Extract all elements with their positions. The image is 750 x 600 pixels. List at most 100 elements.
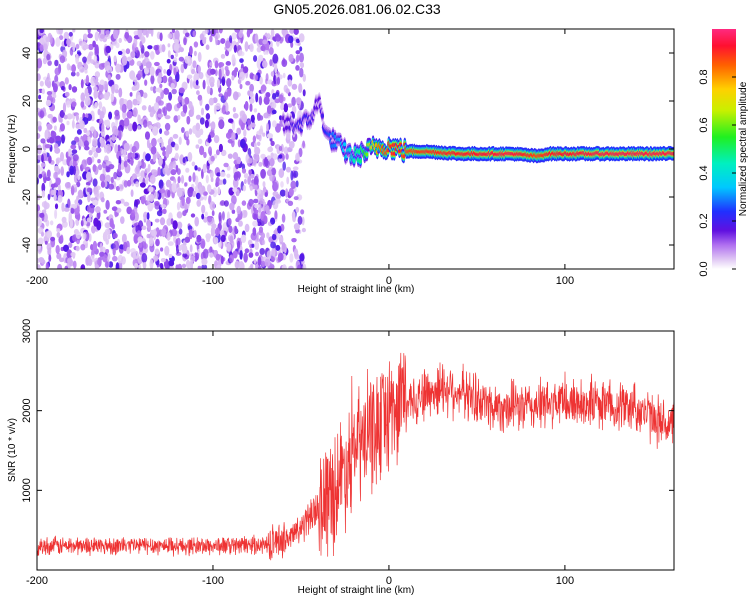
- spectrogram-noise-cell: [113, 55, 117, 63]
- spectrogram-noise-cell: [91, 225, 96, 234]
- spectrogram-noise-cell: [242, 184, 246, 192]
- spectrogram-noise-cell: [83, 33, 88, 41]
- spectrogram-noise-cell: [171, 88, 177, 95]
- spectrogram-noise-cell: [247, 175, 252, 185]
- spectrogram-noise-cell: [285, 153, 289, 160]
- spectrogram-track-cell: [348, 147, 352, 152]
- spectrogram-noise-cell: [143, 211, 148, 220]
- spectrogram-noise-cell: [202, 79, 206, 90]
- spectrogram-noise-cell: [262, 132, 266, 137]
- spectrogram-noise-cell: [170, 169, 177, 176]
- snr-x-label: Height of straight line (km): [298, 585, 415, 596]
- spectrogram-noise-cell: [171, 228, 178, 237]
- spectrogram-noise-cell: [196, 192, 201, 200]
- spectrogram-noise-cell: [94, 188, 100, 198]
- spectrogram-noise-cell: [173, 57, 178, 63]
- spectrogram-noise-cell: [181, 196, 185, 207]
- spectrogram-noise-cell: [220, 255, 224, 265]
- spectrogram-noise-cell: [50, 220, 54, 226]
- spectrogram-noise-cell: [68, 211, 73, 221]
- spectrogram-noise-cell: [185, 130, 189, 137]
- spectrogram-noise-cell: [76, 129, 82, 135]
- spectrogram-noise-cell: [274, 63, 278, 74]
- spectrogram-noise-cell: [55, 177, 61, 186]
- spectrogram-noise-cell: [189, 259, 194, 269]
- spectrogram-noise-cell: [226, 242, 232, 252]
- spectrogram-noise-cell: [54, 74, 59, 84]
- spectrogram-noise-cell: [37, 164, 41, 175]
- spectrogram-noise-cell: [64, 265, 69, 269]
- spectrogram-noise-cell: [295, 152, 300, 162]
- spectrogram-noise-cell: [56, 231, 61, 238]
- spectrogram-noise-cell: [80, 92, 86, 102]
- spectrogram-noise-cell: [278, 94, 284, 104]
- spectrogram-noise-cell: [137, 29, 142, 38]
- spectrogram-noise-cell: [45, 177, 51, 181]
- spectrogram-noise-cell: [302, 140, 306, 149]
- spectrogram-noise-cell: [244, 101, 249, 111]
- spectrogram-noise-cell: [87, 193, 91, 203]
- spectrogram-noise-cell: [65, 203, 69, 209]
- spectrogram-track-cell: [320, 113, 324, 118]
- spectrogram-noise-cell: [153, 255, 159, 262]
- spectrogram-noise-cell: [127, 123, 133, 132]
- spectrogram-noise-cell: [141, 225, 147, 230]
- spectrogram-noise-cell: [168, 163, 173, 171]
- spectrogram-noise-cell: [177, 95, 183, 103]
- spectrogram-noise-cell: [300, 62, 304, 68]
- spectrogram-noise-cell: [236, 156, 241, 164]
- spectrogram-noise-cell: [266, 155, 272, 160]
- spectrogram-noise-cell: [218, 143, 223, 153]
- spectrogram-noise-cell: [163, 106, 167, 117]
- spectrogram-noise-cell: [145, 153, 151, 162]
- spectrogram-noise-cell: [126, 246, 131, 255]
- spectrogram-noise-cell: [166, 218, 172, 226]
- spectrogram-noise-cell: [162, 75, 168, 84]
- spectrogram-noise-cell: [229, 254, 234, 263]
- spectrogram-noise-cell: [77, 189, 83, 199]
- spectrogram-noise-cell: [41, 88, 45, 95]
- spectrogram-noise-cell: [197, 94, 203, 101]
- spectrogram-noise-cell: [281, 29, 286, 36]
- spectrogram-noise-cell: [209, 252, 214, 258]
- spectrogram-noise-cell: [47, 114, 53, 119]
- spectrogram-noise-cell: [111, 84, 115, 95]
- spectrogram-noise-cell: [295, 180, 299, 188]
- spectrogram-noise-cell: [104, 34, 111, 40]
- spectrogram-noise-cell: [254, 146, 261, 155]
- spectrogram-noise-cell: [297, 264, 302, 269]
- spectrogram-noise-cell: [50, 131, 57, 139]
- spectrogram-noise-cell: [149, 174, 156, 184]
- spectrogram-noise-cell: [104, 261, 109, 268]
- spectrogram-noise-cell: [39, 110, 45, 119]
- spectrogram-noise-cell: [149, 66, 155, 76]
- spectrogram-noise-cell: [157, 108, 162, 114]
- spectrogram-noise-cell: [197, 265, 202, 269]
- spectrogram-noise-cell: [44, 129, 49, 140]
- spectrogram-noise-cell: [100, 197, 105, 203]
- spectrogram-noise-cell: [225, 102, 229, 113]
- spectrogram-noise-cell: [200, 107, 205, 116]
- spectrogram-noise-cell: [54, 165, 59, 173]
- spectrogram-noise-cell: [37, 58, 43, 69]
- spectrogram-noise-cell: [60, 151, 64, 162]
- spectrogram-noise-cell: [133, 37, 138, 48]
- spectrogram-noise-cell: [92, 178, 98, 187]
- spectrogram-noise-cell: [243, 252, 248, 263]
- spectrogram-noise-cell: [79, 66, 85, 73]
- spectrogram-noise-cell: [239, 71, 245, 81]
- spectrogram-noise-cell: [285, 88, 290, 94]
- spectrogram-noise-cell: [231, 195, 237, 205]
- spectrogram-noise-cell: [144, 51, 150, 58]
- spectrogram-noise-cell: [253, 259, 257, 264]
- spectrogram-noise-cell: [92, 240, 97, 252]
- spectrogram-noise-cell: [159, 262, 164, 269]
- spectrogram-noise-cell: [285, 166, 292, 173]
- spectrogram-noise-cell: [103, 92, 110, 101]
- spectrogram-noise-cell: [97, 257, 102, 268]
- spectrogram-track-cell: [352, 158, 356, 163]
- spectrogram-noise-cell: [171, 29, 175, 33]
- spectrogram-noise-cell: [175, 71, 180, 83]
- spectrogram-noise-cell: [262, 39, 268, 45]
- spectrogram-noise-cell: [131, 86, 137, 91]
